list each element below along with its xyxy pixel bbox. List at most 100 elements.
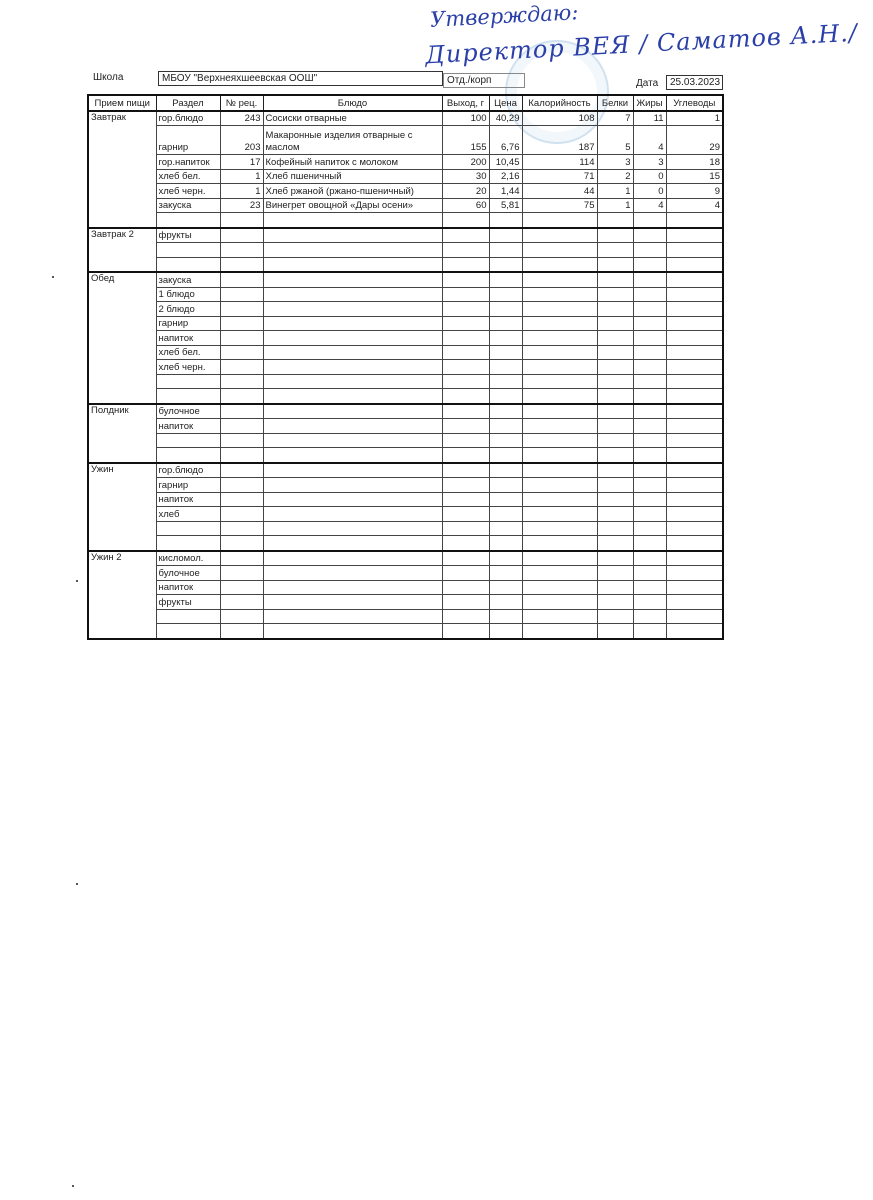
- table-cell: [632, 461, 667, 478]
- table-row: напиток: [88, 491, 724, 507]
- table-cell: 187: [521, 125, 598, 155]
- table-cell: фрукты: [155, 594, 221, 610]
- table-cell: [155, 242, 221, 258]
- table-cell: [665, 594, 724, 610]
- table-cell: [262, 286, 443, 302]
- table-cell: [488, 549, 523, 566]
- table-cell: [441, 520, 490, 536]
- table-cell: [632, 359, 667, 375]
- table-row: [88, 535, 724, 551]
- table-cell: 108: [521, 109, 598, 126]
- table-cell: [219, 565, 264, 581]
- table-cell: [262, 432, 443, 448]
- table-cell: [665, 271, 724, 288]
- column-header: Углеводы: [665, 94, 724, 111]
- table-cell: [441, 418, 490, 434]
- table-cell: 15: [665, 168, 724, 184]
- table-cell: [219, 388, 264, 404]
- table-cell: 5,81: [488, 197, 523, 213]
- table-header-row: Прием пищи Раздел № рец. Блюдо Выход, г Цена К…: [87, 94, 724, 111]
- table-cell: [521, 549, 598, 566]
- table-cell: [441, 301, 490, 317]
- table-cell: 3: [632, 154, 667, 170]
- table-cell: напиток: [155, 579, 221, 595]
- table-cell: 1: [219, 183, 264, 199]
- table-cell: 4: [665, 197, 724, 213]
- table-cell: [219, 271, 264, 288]
- table-cell: 1: [596, 197, 634, 213]
- table-cell: [488, 535, 523, 551]
- table-cell: [665, 373, 724, 389]
- table-cell: 2,16: [488, 168, 523, 184]
- table-cell: хлеб черн.: [155, 359, 221, 375]
- table-cell: [632, 579, 667, 595]
- table-cell: [521, 226, 598, 243]
- table-cell: [632, 256, 667, 273]
- table-cell: 4: [632, 197, 667, 213]
- table-cell: [488, 579, 523, 595]
- table-cell: [596, 579, 634, 595]
- table-cell: [441, 549, 490, 566]
- school-label: Школа: [93, 72, 124, 83]
- table-cell: гарнир: [155, 315, 221, 331]
- table-cell: 1 блюдо: [155, 286, 221, 302]
- table-cell: [219, 549, 264, 566]
- table-row: [88, 256, 724, 273]
- table-cell: [521, 402, 598, 419]
- table-cell: [441, 461, 490, 478]
- scan-speck: [76, 883, 78, 885]
- table-cell: Хлеб ржаной (ржано-пшеничный): [262, 183, 443, 199]
- table-cell: фрукты: [155, 226, 221, 243]
- table-cell: [488, 212, 523, 228]
- table-cell: гор.блюдо: [155, 461, 221, 478]
- table-cell: [441, 315, 490, 331]
- table-cell: [596, 359, 634, 375]
- table-cell: [441, 623, 490, 639]
- table-cell: [521, 535, 598, 551]
- table-cell: [262, 491, 443, 507]
- table-row: Обед закуска: [87, 271, 724, 404]
- table-cell: [665, 315, 724, 331]
- table-cell: 60: [441, 197, 490, 213]
- table-cell: 1: [219, 168, 264, 184]
- table-row: гор.напиток 17 Кофейный напиток с молоком 2…: [88, 154, 724, 170]
- table-cell: [441, 477, 490, 493]
- table-cell: [632, 447, 667, 463]
- table-cell: [155, 608, 221, 624]
- table-cell: гарнир: [155, 477, 221, 493]
- table-cell: [665, 579, 724, 595]
- table-cell: 4: [632, 125, 667, 155]
- table-cell: [521, 286, 598, 302]
- table-cell: [596, 477, 634, 493]
- table-cell: закуска: [155, 197, 221, 213]
- table-cell: [219, 461, 264, 478]
- table-cell: [521, 491, 598, 507]
- table-cell: [596, 242, 634, 258]
- table-cell: [632, 520, 667, 536]
- table-cell: [488, 388, 523, 404]
- table-cell: [488, 226, 523, 243]
- table-row: хлеб бел. 1 Хлеб пшеничный 30 2,16 71 2 0 15: [88, 168, 724, 184]
- table-cell: [441, 388, 490, 404]
- table-cell: 10,45: [488, 154, 523, 170]
- table-cell: [219, 579, 264, 595]
- table-cell: [488, 491, 523, 507]
- table-cell: [262, 373, 443, 389]
- table-cell: [262, 402, 443, 419]
- table-cell: 243: [219, 109, 264, 126]
- meal-name: Ужин 2: [87, 549, 157, 639]
- table-cell: [521, 242, 598, 258]
- school-field: МБОУ "Верхнеяхшеевская ООШ": [158, 71, 443, 86]
- table-cell: [596, 373, 634, 389]
- table-cell: [441, 271, 490, 288]
- table-cell: 75: [521, 197, 598, 213]
- table-cell: [262, 330, 443, 346]
- column-header: Раздел: [155, 94, 221, 111]
- table-cell: [521, 315, 598, 331]
- table-row: напиток: [88, 418, 724, 434]
- table-cell: [219, 608, 264, 624]
- table-cell: [441, 256, 490, 273]
- table-cell: 114: [521, 154, 598, 170]
- table-cell: [488, 373, 523, 389]
- table-cell: [488, 461, 523, 478]
